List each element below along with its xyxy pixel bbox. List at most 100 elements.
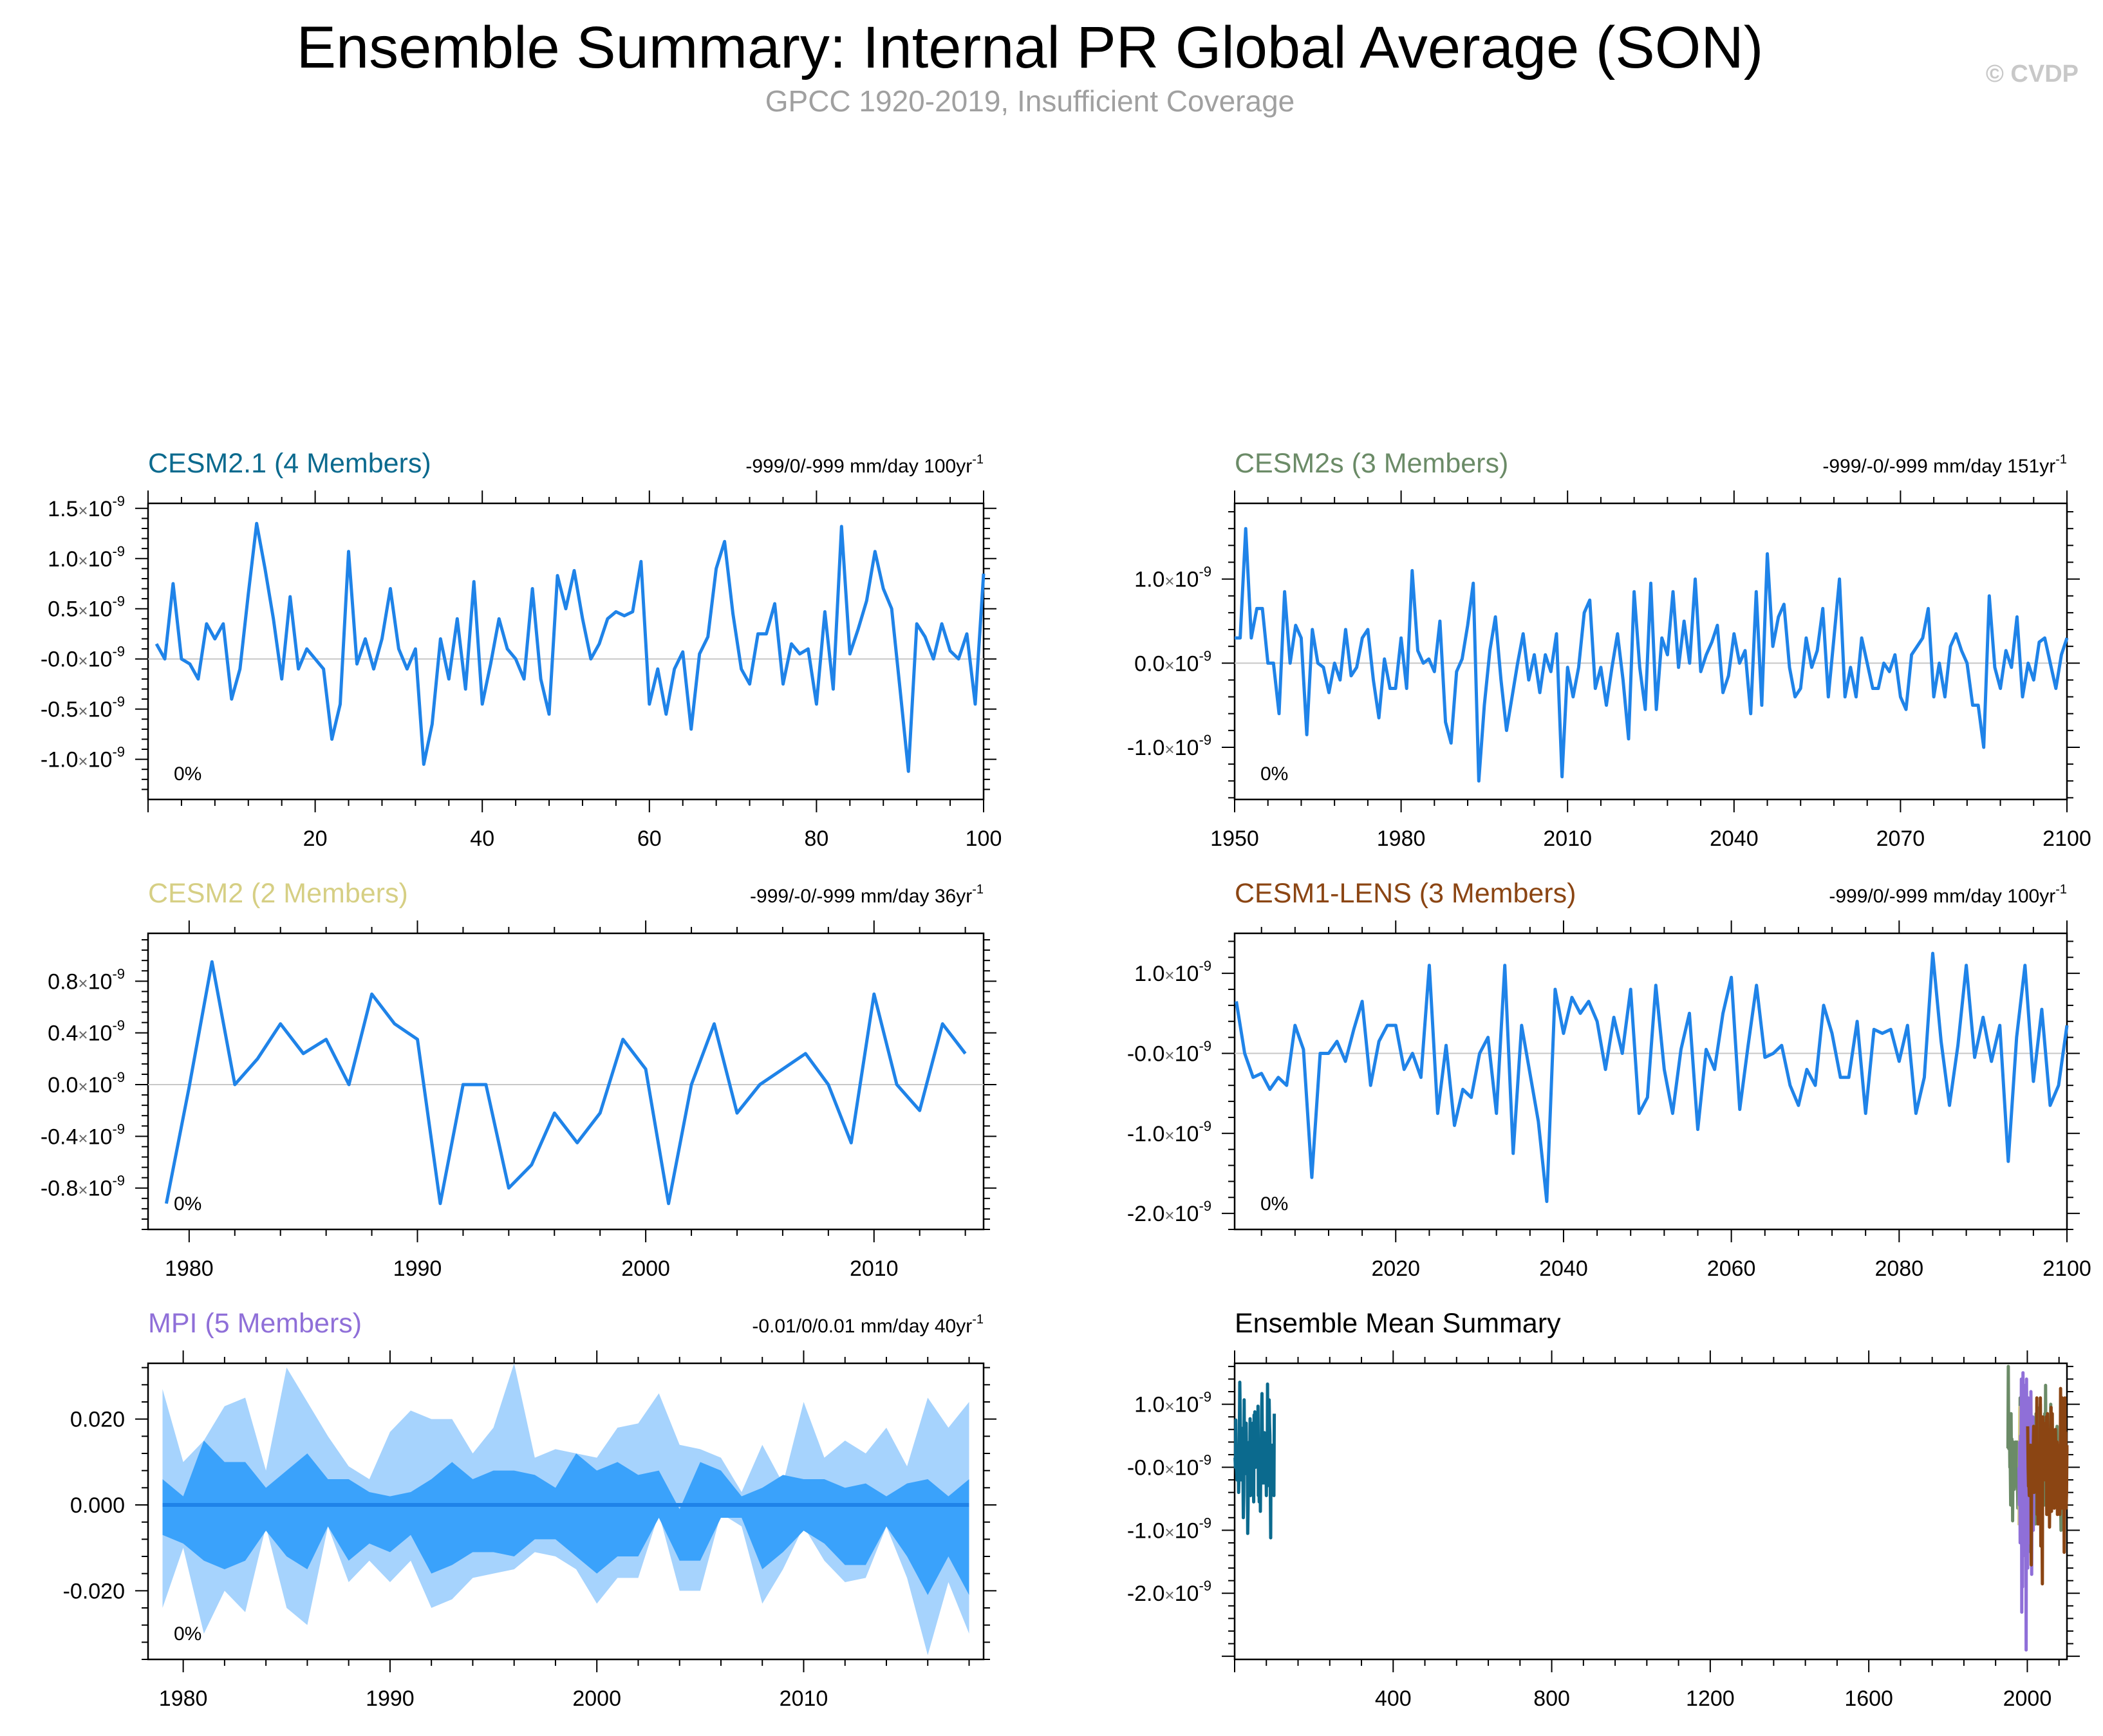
y-tick-multiplier: × xyxy=(1164,1126,1174,1145)
x-tick-label: 2080 xyxy=(1874,1256,1923,1281)
plot-frame xyxy=(147,932,985,1231)
chart-title: CESM2.1 (4 Members) xyxy=(148,448,431,479)
y-tick-exponent: -9 xyxy=(1199,1578,1211,1594)
chart-stats: -0.01/0/0.01 mm/day 40yr-1 xyxy=(752,1312,984,1337)
y-tick-multiplier: × xyxy=(1164,1045,1174,1065)
summary-series-line xyxy=(1233,1380,1276,1540)
x-tick-label: 40 xyxy=(470,826,494,851)
chart-title: CESM1-LENS (3 Members) xyxy=(1235,878,1576,909)
y-tick-label: 0.020 xyxy=(70,1408,125,1432)
y-tick-exponent: -9 xyxy=(112,744,125,760)
y-tick-base: 10 xyxy=(1175,1455,1199,1480)
y-tick-base: 10 xyxy=(88,1177,113,1201)
x-tick-label: 20 xyxy=(303,826,328,851)
y-tick-label: -0.4×10-9 xyxy=(41,1121,125,1149)
corner-percent-label: 0% xyxy=(174,1623,201,1645)
y-tick-multiplier: × xyxy=(78,973,88,993)
chart-title: MPI (5 Members) xyxy=(148,1308,362,1339)
y-tick-exponent: -9 xyxy=(1199,1389,1211,1405)
x-tick-label: 2040 xyxy=(1710,826,1759,851)
y-tick-label: -1.0×10-9 xyxy=(1127,1118,1211,1146)
y-tick-multiplier: × xyxy=(1164,1522,1174,1542)
y-tick-label: -1.0×10-9 xyxy=(1127,1515,1211,1543)
corner-percent-label: 0% xyxy=(174,763,201,785)
y-tick-base: 10 xyxy=(1175,1122,1199,1146)
page-subtitle: GPCC 1920-2019, Insufficient Coverage xyxy=(765,84,1295,118)
y-tick-exponent: -9 xyxy=(1199,1451,1211,1468)
y-tick-label: 1.0×10-9 xyxy=(48,543,125,572)
x-tick-label: 800 xyxy=(1533,1686,1570,1711)
y-tick-exponent: -9 xyxy=(1199,1038,1211,1054)
y-tick-multiplier: × xyxy=(1164,655,1174,675)
y-tick-label: -0.020 xyxy=(63,1579,125,1603)
x-tick-label: 2000 xyxy=(572,1686,621,1711)
y-tick-base: 10 xyxy=(88,748,113,772)
y-tick-label: -1.0×10-9 xyxy=(1127,732,1211,760)
plot-frame xyxy=(147,502,985,801)
y-tick-exponent: -9 xyxy=(112,1173,125,1189)
y-tick-exponent: -9 xyxy=(112,1018,125,1034)
corner-percent-label: 0% xyxy=(174,1193,201,1215)
summary-series-line xyxy=(2026,1386,2069,1586)
y-tick-multiplier: × xyxy=(78,1181,88,1200)
y-tick-label: 0.0×10-9 xyxy=(48,1069,125,1097)
series-line xyxy=(154,521,986,773)
copyright-label: © CVDP xyxy=(1985,61,2079,88)
x-tick-label: 2040 xyxy=(1539,1256,1588,1281)
y-tick-label: -0.0×10-9 xyxy=(1127,1038,1211,1066)
y-tick-exponent: -9 xyxy=(1199,648,1211,664)
series-line xyxy=(164,960,967,1206)
x-tick-label: 2010 xyxy=(780,1686,828,1711)
page-title: Ensemble Summary: Internal PR Global Ave… xyxy=(296,15,1764,80)
y-tick-base: 10 xyxy=(1175,736,1199,760)
y-tick-label: 0.5×10-9 xyxy=(48,593,125,622)
y-tick-base: 10 xyxy=(88,597,113,622)
x-tick-label: 1980 xyxy=(1377,826,1426,851)
x-tick-label: 60 xyxy=(637,826,662,851)
y-tick-base: 10 xyxy=(1175,651,1199,676)
y-tick-multiplier: × xyxy=(1164,740,1174,759)
y-tick-exponent: -9 xyxy=(1199,958,1211,974)
x-tick-label: 1980 xyxy=(165,1256,214,1281)
chart-stats: -999/0/-999 mm/day 100yr-1 xyxy=(1829,882,2067,907)
x-tick-label: 2060 xyxy=(1707,1256,1756,1281)
x-tick-label: 2020 xyxy=(1371,1256,1420,1281)
chart-stats: -999/-0/-999 mm/day 151yr-1 xyxy=(1822,453,2067,477)
y-tick-label: 1.0×10-9 xyxy=(1134,1389,1211,1417)
x-tick-label: 1980 xyxy=(159,1686,208,1711)
y-tick-multiplier: × xyxy=(78,501,88,520)
y-tick-multiplier: × xyxy=(78,651,88,671)
y-tick-base: 10 xyxy=(1175,568,1199,592)
y-tick-exponent: -9 xyxy=(112,1121,125,1137)
y-tick-base: 10 xyxy=(88,969,113,994)
x-tick-label: 80 xyxy=(804,826,828,851)
y-tick-label: -0.0×10-9 xyxy=(41,644,125,672)
chart-panel-5: MPI (5 Members) -0.01/0/0.01 mm/day 40yr-… xyxy=(63,1308,996,1711)
x-tick-label: 1950 xyxy=(1210,826,1259,851)
y-tick-base: 10 xyxy=(1175,1202,1199,1226)
x-tick-label: 2100 xyxy=(2042,826,2091,851)
plot-frame xyxy=(1233,932,2068,1231)
y-tick-label: 1.5×10-9 xyxy=(48,493,125,521)
y-tick-base: 10 xyxy=(88,497,113,521)
y-tick-base: 10 xyxy=(88,1125,113,1149)
y-tick-exponent: -9 xyxy=(1199,732,1211,748)
y-tick-base: 10 xyxy=(88,1073,113,1097)
inner-spread-band xyxy=(162,1441,969,1595)
chart-stats-exponent: -1 xyxy=(972,453,984,467)
x-tick-label: 2000 xyxy=(621,1256,670,1281)
y-tick-label: -0.5×10-9 xyxy=(41,694,125,722)
x-tick-label: 1990 xyxy=(366,1686,415,1711)
x-tick-label: 2070 xyxy=(1876,826,1925,851)
y-tick-label: -1.0×10-9 xyxy=(41,744,125,772)
y-tick-exponent: -9 xyxy=(112,644,125,660)
chart-title: Ensemble Mean Summary xyxy=(1235,1308,1561,1339)
y-tick-base: 10 xyxy=(88,698,113,722)
y-tick-multiplier: × xyxy=(78,1128,88,1148)
chart-panel-1: CESM2.1 (4 Members) -999/0/-999 mm/day 10… xyxy=(41,448,1002,851)
series-line xyxy=(1235,527,2069,783)
chart-title: CESM2 (2 Members) xyxy=(148,878,408,909)
y-tick-base: 10 xyxy=(1175,962,1199,986)
y-tick-label: -0.0×10-9 xyxy=(1127,1451,1211,1480)
